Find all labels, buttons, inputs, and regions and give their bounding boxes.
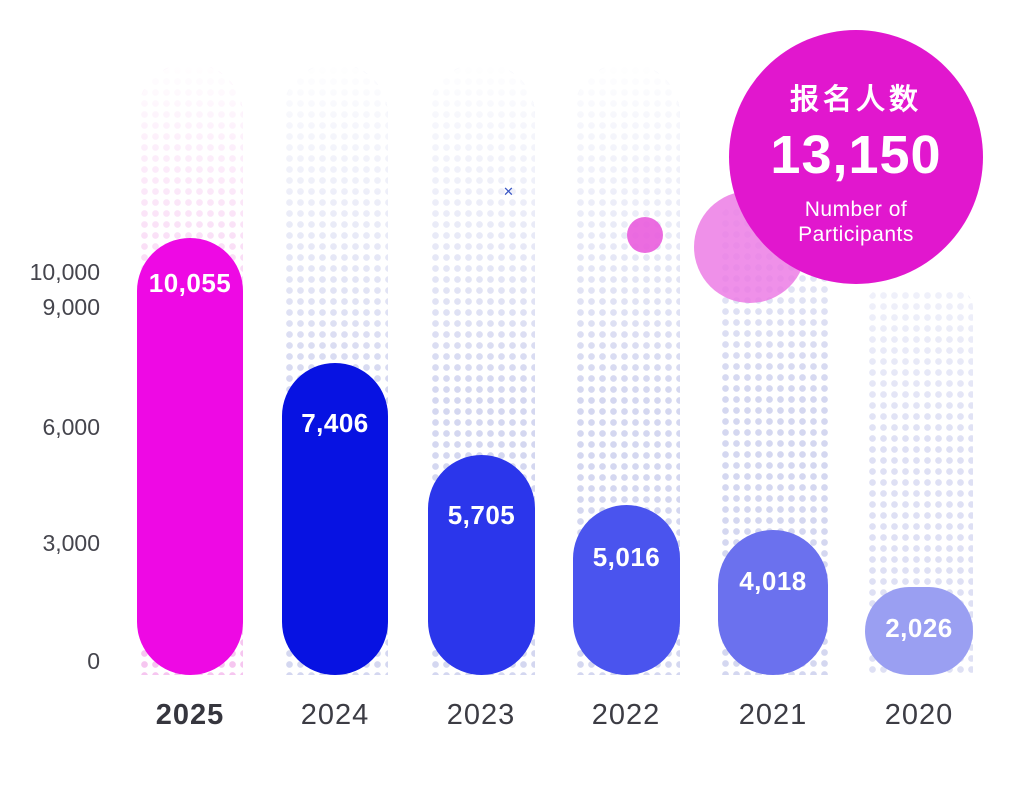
badge-title-zh: 报名人数 — [789, 84, 922, 116]
bar-2023: 5,705 — [428, 455, 535, 675]
y-tick-10000: 10,000 — [29, 259, 100, 285]
bar-value-label: 5,705 — [447, 500, 516, 530]
bar-value-label: 7,406 — [301, 408, 369, 438]
bar-value-label: 4,018 — [739, 566, 807, 596]
badge-total-value: 13,150 — [770, 125, 942, 185]
x-tick-2023: 2023 — [446, 699, 516, 731]
bar-2024: 7,406 — [282, 363, 388, 675]
x-tick-2021: 2021 — [738, 699, 808, 731]
bar-2025: 10,055 — [137, 238, 243, 675]
y-tick-9000: 9,000 — [42, 294, 100, 320]
sparkle-icon: ✕ — [503, 184, 514, 199]
bar-2020: 2,026 — [865, 587, 973, 675]
bar-2022: 5,016 — [573, 505, 680, 675]
bar-value-label: 5,016 — [592, 542, 661, 572]
badge-subtitle: Number of Participants — [798, 198, 914, 248]
decor-circle-small — [627, 217, 663, 253]
bar-value-label: 2,026 — [885, 613, 953, 643]
x-tick-2020: 2020 — [884, 699, 954, 731]
bar-value-label: 10,055 — [148, 268, 232, 298]
bar-2021: 4,018 — [718, 530, 828, 675]
badge-subtitle-line2: Participants — [798, 222, 914, 246]
x-tick-2025: 2025 — [155, 699, 225, 731]
total-participants-badge: 报名人数 13,150 Number of Participants — [729, 30, 983, 284]
x-tick-2024: 2024 — [300, 699, 370, 731]
y-tick-6000: 6,000 — [42, 414, 100, 440]
badge-subtitle-line1: Number of — [804, 198, 908, 221]
x-tick-2022: 2022 — [591, 699, 661, 731]
y-tick-0: 0 — [87, 648, 100, 674]
y-tick-3000: 3,000 — [42, 530, 100, 556]
